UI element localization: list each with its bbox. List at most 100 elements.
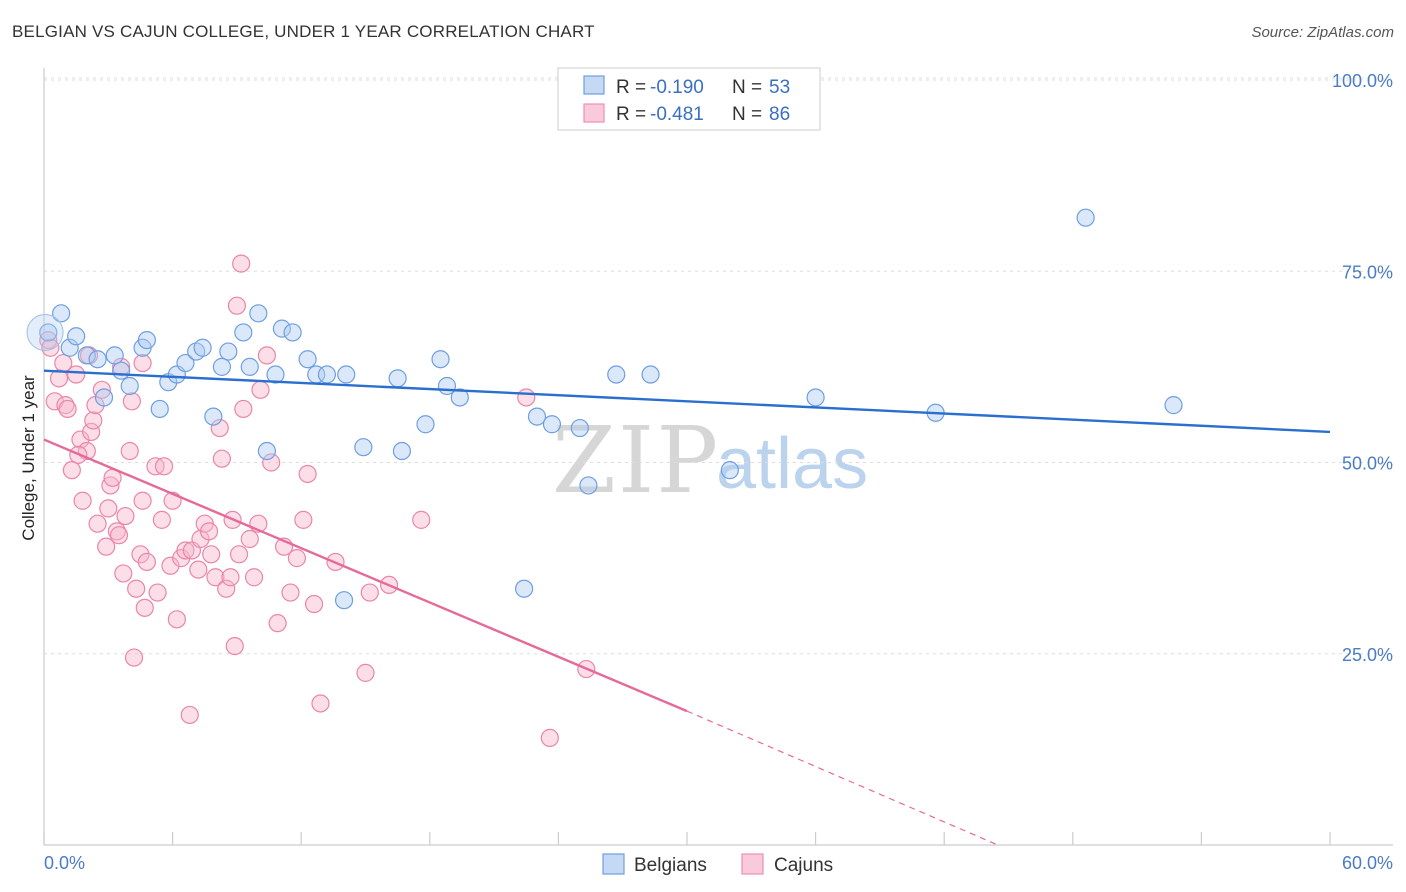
- cajun-point: [210, 418, 229, 438]
- belgian-point: [298, 350, 317, 369]
- belgian-point: [60, 338, 79, 357]
- belgian-point: [431, 350, 450, 369]
- belgian-point: [416, 415, 435, 434]
- cajun-point: [202, 545, 221, 564]
- axes: [43, 68, 1393, 846]
- cajun-point: [133, 353, 152, 373]
- cajun-point: [360, 583, 379, 602]
- cajun-point: [244, 568, 264, 587]
- cajun-point: [124, 648, 144, 667]
- cajun-point: [281, 583, 300, 602]
- belgian-point: [641, 365, 660, 384]
- y-tick-label: 50.0%: [1342, 454, 1393, 474]
- cajun-point: [540, 728, 559, 748]
- cajun-point: [199, 522, 219, 541]
- cajun-point: [73, 491, 92, 510]
- cajun-point: [257, 346, 277, 365]
- belgian-point-large: [26, 313, 64, 351]
- cajun-point: [217, 579, 236, 598]
- belgians-trend-line: [43, 369, 1331, 434]
- belgian-point: [354, 438, 373, 457]
- belgian-point: [272, 319, 292, 338]
- y-tick-label: 100.0%: [1332, 71, 1393, 91]
- legend-n-value-belgians: 53: [769, 77, 790, 98]
- belgian-point: [105, 346, 124, 365]
- source-credit: Source: ZipAtlas.com: [1251, 24, 1394, 41]
- trend-lines: [43, 369, 1331, 846]
- belgian-point: [527, 407, 547, 426]
- cajun-point: [229, 545, 249, 564]
- belgian-point: [450, 388, 469, 407]
- cajun-point: [88, 514, 107, 533]
- belgian-point: [39, 323, 58, 342]
- legend-r-label-cajuns: R =: [616, 104, 646, 125]
- cajun-point: [135, 598, 154, 617]
- chart-title: BELGIAN VS CAJUN COLLEGE, UNDER 1 YEAR C…: [12, 22, 595, 41]
- bottom-legend: Belgians Cajuns: [602, 853, 833, 876]
- legend-r-label-belgians: R =: [616, 77, 646, 98]
- belgian-point: [204, 407, 223, 426]
- cajun-point: [99, 499, 118, 518]
- cajun-point: [41, 338, 60, 357]
- cajun-point: [137, 552, 156, 572]
- x-tick-max: 60.0%: [1342, 853, 1393, 873]
- cajuns-trend-extension: [686, 710, 999, 846]
- belgian-point: [120, 376, 139, 396]
- watermark-zip: ZIP: [552, 407, 720, 514]
- belgian-point: [137, 331, 156, 350]
- belgian-point: [388, 369, 407, 388]
- belgian-point: [112, 361, 131, 380]
- belgian-point: [234, 323, 253, 342]
- belgian-point: [150, 399, 169, 419]
- belgian-point: [240, 357, 259, 376]
- legend-swatch-cajuns: [583, 103, 605, 123]
- y-tick-labels: 100.0% 75.0% 50.0% 25.0%: [1332, 71, 1393, 665]
- cajun-point: [189, 560, 208, 579]
- belgian-point: [249, 304, 268, 323]
- cajun-point: [212, 449, 231, 468]
- cajun-point: [221, 568, 240, 587]
- cajun-point: [517, 388, 536, 407]
- belgian-point: [94, 388, 114, 407]
- cajun-point: [240, 529, 259, 549]
- cajun-point: [122, 392, 141, 411]
- cajun-point: [97, 537, 116, 556]
- bottom-swatch-cajuns: [741, 853, 764, 875]
- belgian-point: [542, 415, 562, 434]
- cajun-point: [298, 464, 317, 484]
- cajun-point: [234, 399, 253, 419]
- cajun-point: [148, 583, 167, 602]
- cajun-point: [176, 541, 195, 560]
- belgian-point: [515, 579, 534, 598]
- cajun-point: [67, 365, 86, 384]
- cajun-point: [127, 579, 146, 598]
- cajun-point: [356, 663, 375, 682]
- cajun-point: [311, 694, 330, 713]
- belgian-point: [392, 441, 412, 461]
- cajun-point: [232, 254, 251, 273]
- belgian-point: [607, 365, 626, 384]
- cajun-point: [109, 526, 129, 545]
- cajun-point: [120, 441, 139, 461]
- belgian-point: [77, 346, 96, 365]
- legend-r-value-belgians: -0.190: [650, 77, 704, 98]
- y-axis-label: College, Under 1 year: [19, 375, 38, 541]
- x-tick-min: 0.0%: [44, 853, 85, 873]
- legend-n-value-cajuns: 86: [769, 104, 790, 125]
- belgian-point: [212, 357, 231, 376]
- cajun-point: [180, 705, 199, 725]
- cajun-point: [225, 636, 244, 656]
- belgian-point: [579, 476, 598, 495]
- cajun-point: [227, 296, 246, 315]
- cajun-point: [206, 568, 225, 587]
- belgian-point: [1076, 208, 1095, 227]
- belgian-point: [266, 365, 285, 384]
- belgian-point: [570, 418, 589, 438]
- belgians-points: [26, 208, 1183, 610]
- bottom-swatch-belgians: [602, 853, 625, 875]
- cajuns-trend-line: [43, 438, 688, 713]
- cajun-point: [58, 399, 77, 419]
- cajun-point: [114, 564, 133, 583]
- belgian-point: [52, 304, 71, 323]
